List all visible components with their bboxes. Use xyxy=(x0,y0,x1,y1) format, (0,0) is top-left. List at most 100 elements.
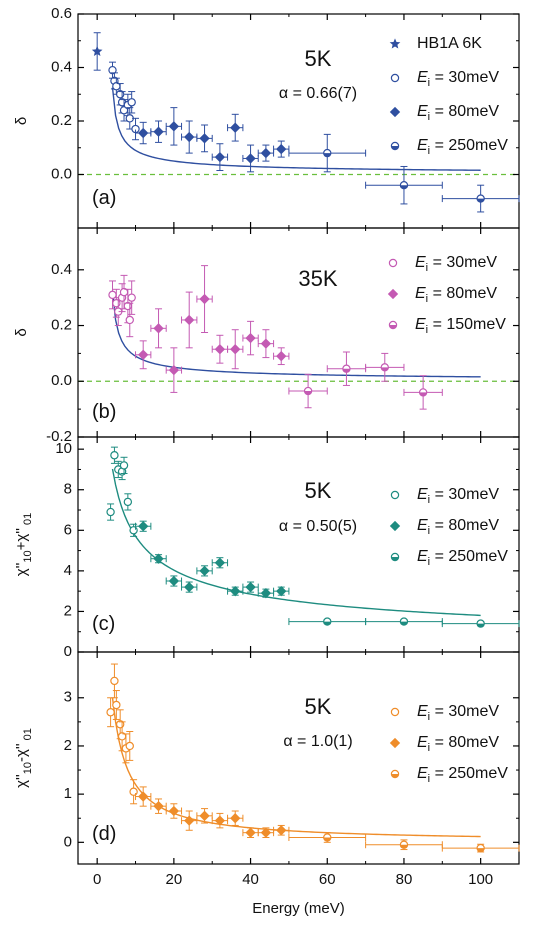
panel-letter: (b) xyxy=(92,401,116,423)
x-tick-label: 80 xyxy=(396,871,413,888)
data-point-star xyxy=(389,38,401,49)
y-tick-label: 0.2 xyxy=(51,112,72,129)
legend-label-value: = 30meV xyxy=(430,486,499,503)
data-point-open-circle xyxy=(125,741,134,751)
data-point-open-circle xyxy=(390,73,400,83)
legend-entry: Ei = 80meV xyxy=(387,285,497,305)
data-point-diamond xyxy=(245,827,256,838)
data-point-diamond xyxy=(245,332,256,344)
series xyxy=(106,663,138,805)
legend-label: Ei = 250meV xyxy=(417,765,508,785)
y-axis-label-part: χ'' xyxy=(13,774,30,788)
y-axis-label-part: 10 xyxy=(22,762,34,774)
data-point-half-circle xyxy=(476,194,485,203)
temperature-label: 35K xyxy=(298,266,337,291)
legend-label: Ei = 150meV xyxy=(415,316,506,336)
data-point-diamond xyxy=(138,349,149,360)
y-axis-label: χ''10+χ'' 01 xyxy=(13,513,34,577)
panel-letter: (a) xyxy=(92,187,116,209)
series xyxy=(288,133,520,213)
y-tick-label: 8 xyxy=(64,481,72,498)
series xyxy=(106,446,138,537)
data-point-diamond xyxy=(168,805,180,817)
legend-entry: Ei = 150meV xyxy=(388,316,506,336)
data-point-diamond xyxy=(168,121,180,132)
legend-entry: Ei = 250meV xyxy=(390,765,508,785)
data-point-half-circle xyxy=(323,148,332,158)
data-point-half-circle xyxy=(476,843,485,853)
legend-label-value: = 30meV xyxy=(428,254,497,271)
legend-label: Ei = 30meV xyxy=(417,703,499,723)
data-point-diamond xyxy=(276,143,287,155)
legend-label-subscript: i xyxy=(428,77,430,89)
data-point-diamond xyxy=(184,815,195,826)
data-point-fill xyxy=(477,848,485,852)
legend-label: Ei = 250meV xyxy=(417,548,508,568)
fit-curve xyxy=(111,87,481,171)
legend-label-value: = 80meV xyxy=(428,285,497,302)
legend-label: Ei = 80meV xyxy=(415,285,497,305)
legend-label-value: = 250meV xyxy=(430,548,508,565)
data-point-diamond xyxy=(230,813,241,824)
x-tick-label: 60 xyxy=(319,871,336,888)
legend-label-subscript: i xyxy=(428,711,430,723)
y-tick-label: 6 xyxy=(64,521,72,538)
legend-label-subscript: i xyxy=(428,494,430,506)
y-tick-label: 0.6 xyxy=(51,5,72,22)
legend-entry: Ei = 30meV xyxy=(388,254,497,274)
data-point-diamond xyxy=(138,791,149,802)
data-point-fill xyxy=(323,621,331,626)
legend-entry: Ei = 30meV xyxy=(390,703,499,723)
data-point-diamond xyxy=(168,364,180,376)
legend-label: Ei = 250meV xyxy=(417,137,508,157)
legend-label-value: = 250meV xyxy=(430,137,508,154)
data-point-diamond xyxy=(153,323,164,334)
legend-entry: Ei = 30meV xyxy=(390,69,499,89)
data-point-half-circle xyxy=(476,619,485,628)
legend-label-symbol: E xyxy=(415,285,426,302)
data-point-open-circle xyxy=(123,497,133,507)
legend-label-subscript: i xyxy=(426,324,428,336)
legend-label-symbol: E xyxy=(417,137,428,154)
temperature-label: 5K xyxy=(305,46,332,71)
data-point-diamond xyxy=(276,585,287,597)
y-tick-label: 4 xyxy=(64,562,72,579)
data-point-open-circle xyxy=(112,700,121,710)
legend-label-value: = 30meV xyxy=(430,703,499,720)
temperature-label: 5K xyxy=(305,478,332,503)
panel-a: 0.0 0.2 0.4 0.6 5K α = 0.66(7) (a) HB1A 6K Ei = … xyxy=(13,5,520,229)
legend-label: Ei = 30meV xyxy=(417,486,499,506)
x-tick-label: 20 xyxy=(166,871,183,888)
data-point-diamond xyxy=(199,293,210,305)
data-point-open-circle xyxy=(106,708,115,717)
legend-label-symbol: E xyxy=(415,316,426,333)
fit-parameter-label: α = 0.66(7) xyxy=(279,85,357,102)
plot-frame xyxy=(77,436,520,653)
y-axis-label-part: 01 xyxy=(22,513,34,528)
legend-label: HB1A 6K xyxy=(417,35,482,52)
data-point-fill xyxy=(391,774,399,778)
legend-label-subscript: i xyxy=(428,556,430,568)
legend-label-symbol: E xyxy=(417,765,428,782)
x-axis-label: Energy (meV) xyxy=(252,900,345,917)
legend-label-value: = 80meV xyxy=(430,103,499,120)
data-point-half-circle xyxy=(303,386,313,396)
legend-label-symbol: E xyxy=(417,517,428,534)
legend-entry: Ei = 30meV xyxy=(390,486,499,506)
data-point-open-circle xyxy=(108,65,117,75)
legend-label-value: = 30meV xyxy=(430,69,499,86)
legend-label-value: = 80meV xyxy=(430,517,499,534)
data-point-fill xyxy=(304,391,312,395)
y-tick-label: 0.0 xyxy=(51,165,72,182)
series xyxy=(135,107,290,173)
data-point-fill xyxy=(400,185,408,189)
data-point-diamond xyxy=(214,344,226,355)
data-point-diamond xyxy=(276,351,287,362)
data-point-half-circle xyxy=(399,180,409,190)
legend-label-subscript: i xyxy=(428,525,430,537)
y-tick-label: 2 xyxy=(64,602,72,619)
x-tick-label: 40 xyxy=(242,871,259,888)
legend-entry: Ei = 80meV xyxy=(389,734,499,754)
